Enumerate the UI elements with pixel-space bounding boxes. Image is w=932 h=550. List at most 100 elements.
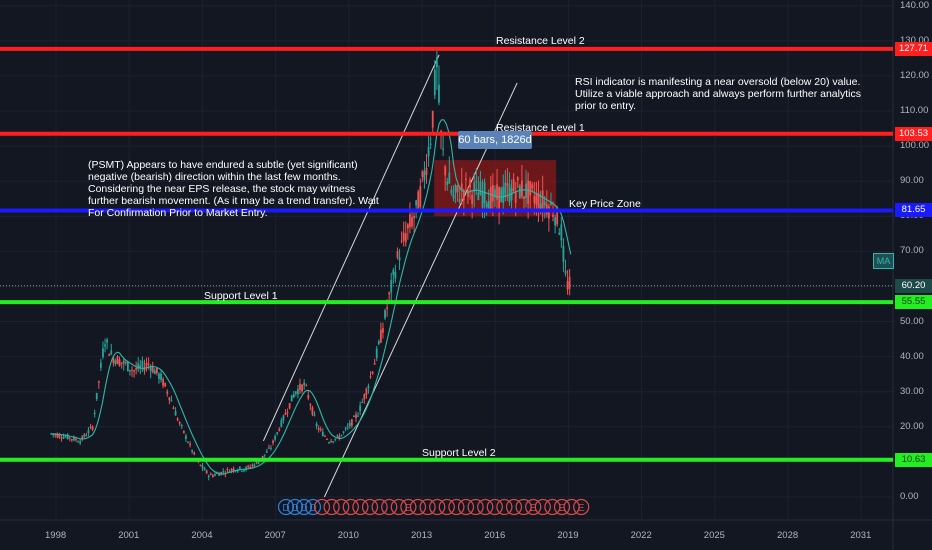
- earnings-marker-label: E: [405, 503, 412, 514]
- earnings-marker: [409, 498, 427, 516]
- candle-body: [330, 441, 333, 443]
- price-tick-label: 110.00: [900, 105, 929, 116]
- candle-body: [282, 415, 285, 421]
- candle-body: [211, 475, 214, 477]
- candle-body: [369, 376, 372, 378]
- candle-body: [62, 436, 65, 439]
- candle-body: [193, 452, 196, 455]
- ma-indicator-badge[interactable]: MA: [873, 253, 894, 269]
- candle-body: [521, 180, 523, 197]
- candle-body: [151, 366, 154, 373]
- candle-body: [413, 216, 415, 219]
- candle-body: [75, 439, 77, 441]
- candle-body: [398, 257, 401, 261]
- earnings-marker: [390, 498, 407, 516]
- time-tick-label: 2022: [630, 530, 652, 541]
- earnings-marker: [477, 498, 494, 516]
- candle-body: [85, 435, 88, 437]
- candle-body: [429, 143, 432, 145]
- earnings-marker: [544, 498, 561, 516]
- candle-body: [147, 363, 150, 365]
- candle-body: [323, 435, 326, 437]
- time-tick-label: 2013: [411, 530, 433, 541]
- candle-body: [79, 441, 82, 444]
- candle-body: [485, 203, 488, 208]
- candle-body: [253, 464, 256, 467]
- candle-body: [525, 183, 527, 199]
- right-note: RSI indicator is manifesting a near over…: [575, 76, 861, 112]
- candle-body: [452, 193, 455, 199]
- earnings-marker: [438, 498, 455, 516]
- candle-body: [332, 441, 335, 443]
- price-tag: 60.20: [895, 278, 932, 293]
- candle-body: [162, 379, 165, 386]
- candle-body: [518, 185, 521, 198]
- key-price-zone-label: Key Price Zone: [569, 198, 641, 210]
- candle-body: [346, 426, 349, 428]
- candle-body: [494, 189, 496, 198]
- candle-body: [93, 412, 96, 415]
- time-tick-label: 2025: [703, 530, 725, 541]
- price-tick-label: 20.00: [900, 420, 924, 432]
- earnings-marker: [467, 498, 484, 516]
- time-tick-label: 2031: [850, 530, 872, 541]
- candle-body: [504, 182, 507, 198]
- time-tick-label: 2004: [191, 530, 213, 541]
- candle-body: [454, 184, 457, 193]
- candle-body: [355, 414, 357, 419]
- candle-body: [99, 362, 102, 368]
- candle-body: [149, 367, 152, 372]
- candle-body: [531, 184, 534, 189]
- moving-average-line: [51, 119, 572, 475]
- candle-body: [182, 430, 185, 433]
- candle-body: [471, 194, 474, 204]
- price-tick-label: 140.00: [900, 0, 930, 11]
- candle-body: [481, 192, 484, 208]
- price-tick-label: 100.00: [900, 140, 930, 152]
- candle-body: [124, 362, 127, 364]
- candle-body: [348, 423, 351, 427]
- candle-body: [396, 251, 399, 258]
- candle-body: [357, 415, 359, 417]
- dividend-marker: [295, 498, 313, 516]
- candle-body: [278, 428, 281, 431]
- candle-body: [533, 196, 536, 204]
- candle-body: [160, 373, 162, 381]
- candle-body: [508, 184, 511, 203]
- candle-body: [129, 369, 131, 372]
- earnings-marker: [534, 498, 551, 516]
- candle-body: [116, 356, 119, 365]
- candle-body: [313, 414, 316, 416]
- time-tick-label: 2007: [264, 530, 286, 541]
- candle-body: [456, 185, 459, 192]
- price-tick-label: 70.00: [900, 245, 924, 257]
- candle-body: [411, 217, 413, 227]
- candle-body: [367, 386, 370, 389]
- candle-body: [68, 437, 71, 439]
- candle-body: [226, 469, 229, 471]
- candle-body: [417, 191, 420, 213]
- candle-body: [189, 443, 191, 446]
- candle-body: [191, 449, 194, 452]
- candle-body: [276, 432, 279, 434]
- candle-body: [89, 426, 92, 428]
- candle-body: [446, 181, 449, 186]
- candle-body: [187, 442, 189, 444]
- candle-body: [106, 339, 109, 343]
- candle-body: [382, 328, 384, 333]
- candle-body: [54, 434, 57, 436]
- candle-body: [60, 437, 63, 439]
- candle-body: [529, 181, 532, 196]
- time-tick-label: 2016: [484, 530, 506, 541]
- candle-body: [514, 191, 517, 203]
- candle-body: [527, 180, 530, 204]
- earnings-marker: [515, 498, 532, 516]
- candle-body: [444, 166, 447, 176]
- earnings-marker-label: E: [559, 503, 566, 514]
- candle-body: [158, 373, 160, 379]
- candle-body: [475, 181, 478, 183]
- candle-body: [328, 442, 330, 444]
- candle-body: [537, 192, 540, 210]
